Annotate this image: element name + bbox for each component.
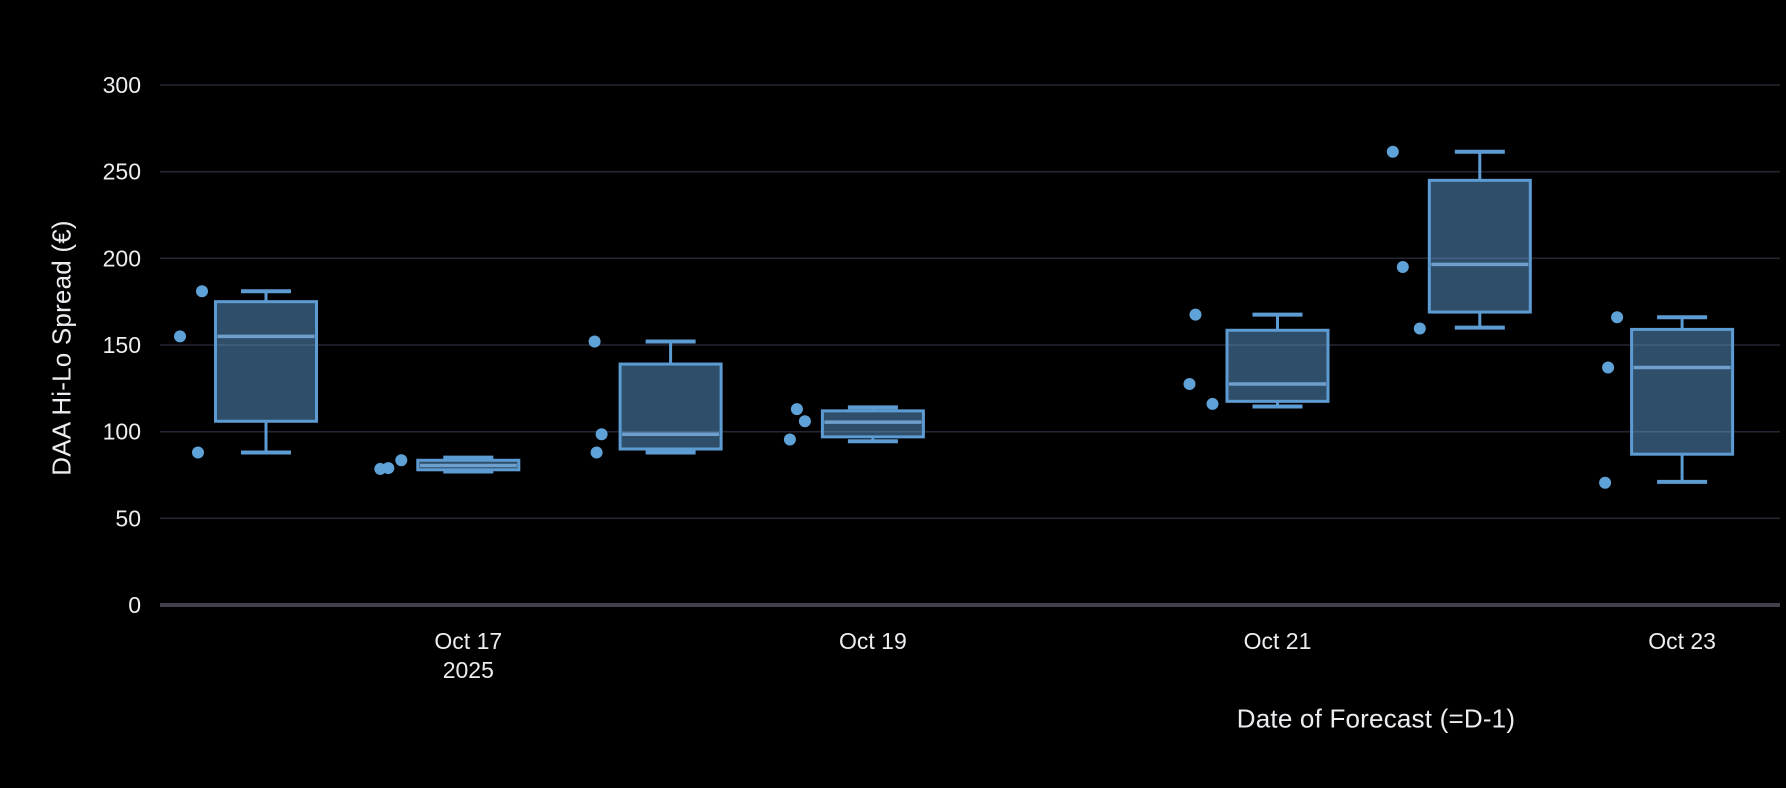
data-point-1[interactable] — [1183, 378, 1196, 390]
box-group-oct-17[interactable] — [374, 454, 521, 475]
data-point-2[interactable] — [192, 446, 204, 459]
y-tick-label-250: 250 — [103, 159, 141, 185]
data-point-2[interactable] — [1206, 397, 1219, 410]
data-point-1[interactable] — [174, 330, 186, 343]
box-rect[interactable] — [1225, 328, 1330, 403]
data-point-1[interactable] — [1396, 261, 1409, 273]
x-tick-label-17: Oct 17 — [434, 628, 502, 654]
box-group-oct-21[interactable] — [1183, 308, 1330, 410]
data-point-1[interactable] — [382, 462, 395, 475]
data-point-2[interactable] — [1599, 476, 1612, 489]
y-tick-label-200: 200 — [103, 245, 141, 271]
y-tick-label-300: 300 — [103, 72, 141, 98]
x-tick-label-23: Oct 23 — [1648, 628, 1716, 654]
data-point-0[interactable] — [588, 335, 601, 348]
box-group-oct-22[interactable] — [1386, 145, 1532, 335]
x-tick-year-label: 2025 — [443, 657, 494, 683]
box-group-oct-18[interactable] — [588, 335, 723, 459]
y-tick-label-100: 100 — [103, 419, 141, 445]
box-rect[interactable] — [1630, 327, 1735, 456]
data-point-0[interactable] — [196, 285, 208, 298]
data-point-2[interactable] — [783, 433, 796, 446]
box-group-oct-23[interactable] — [1599, 311, 1735, 489]
y-tick-label-50: 50 — [115, 505, 141, 531]
data-point-1[interactable] — [798, 415, 811, 428]
data-point-0[interactable] — [790, 403, 803, 416]
box-rect[interactable] — [1427, 178, 1532, 314]
data-point-1[interactable] — [595, 428, 608, 441]
y-tick-label-150: 150 — [103, 332, 141, 358]
data-point-2[interactable] — [590, 446, 603, 459]
data-point-1[interactable] — [1602, 361, 1615, 374]
data-point-2[interactable] — [1413, 322, 1426, 335]
box-rect[interactable] — [214, 300, 318, 423]
box-group-oct-19[interactable] — [783, 403, 925, 446]
data-point-0[interactable] — [1189, 308, 1202, 321]
box-group-oct-16[interactable] — [174, 285, 318, 459]
x-tick-label-21: Oct 21 — [1244, 628, 1312, 654]
y-tick-label-0: 0 — [128, 592, 141, 618]
x-tick-label-19: Oct 19 — [839, 628, 907, 654]
data-point-2[interactable] — [395, 454, 408, 467]
data-point-0[interactable] — [1386, 145, 1399, 158]
data-point-0[interactable] — [1611, 311, 1624, 324]
box-rect[interactable] — [618, 362, 723, 451]
